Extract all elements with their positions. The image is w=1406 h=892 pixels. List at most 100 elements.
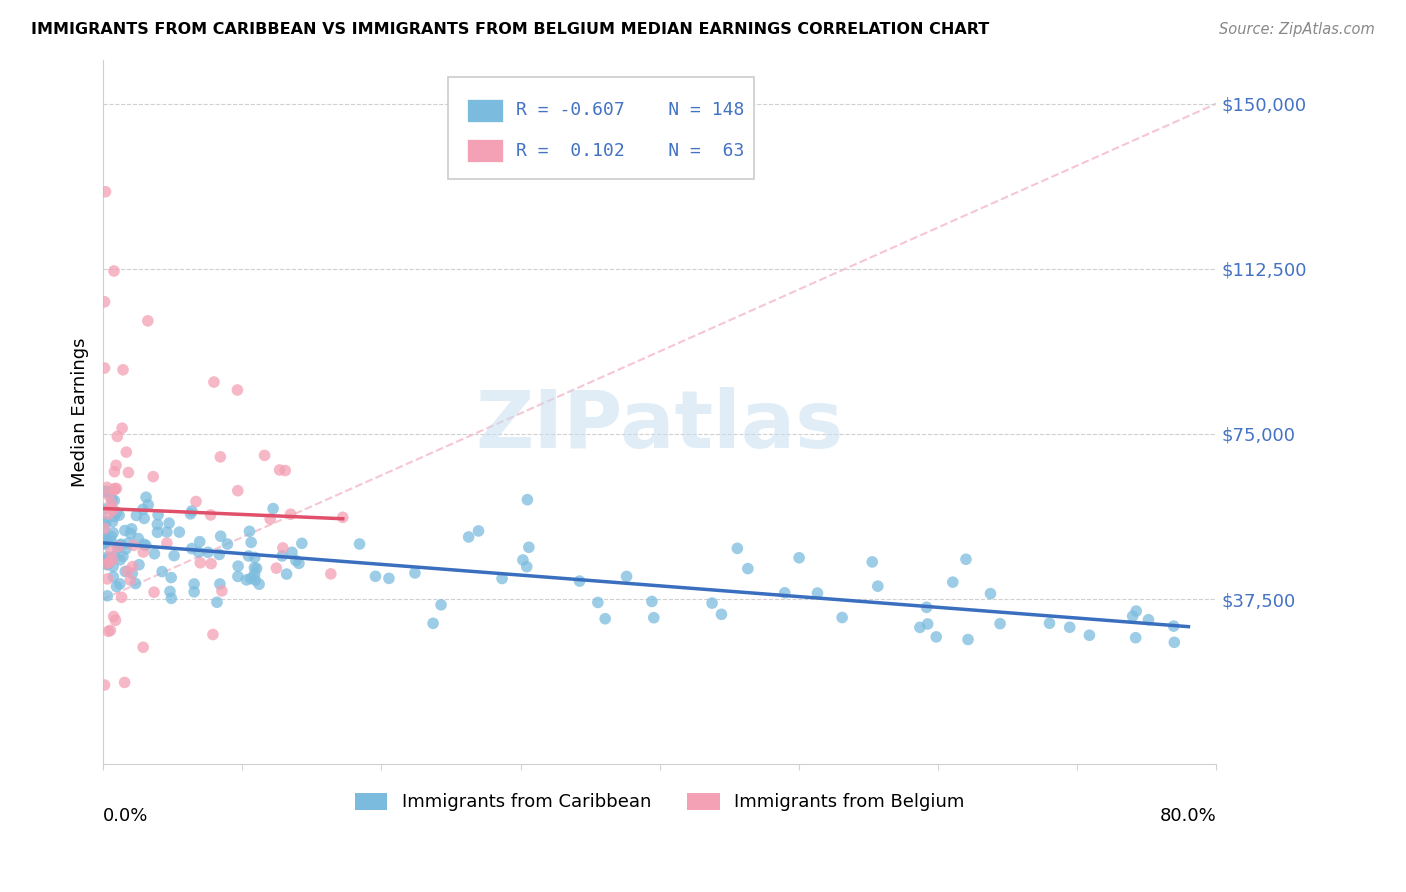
Point xyxy=(245,573,267,587)
Point xyxy=(94,516,117,530)
Point xyxy=(100,529,122,543)
Point xyxy=(93,525,115,540)
Point xyxy=(1125,604,1147,618)
Point xyxy=(831,610,853,624)
Point xyxy=(925,630,948,644)
Point xyxy=(240,535,263,549)
Point xyxy=(200,557,222,571)
Point xyxy=(108,577,131,591)
Point xyxy=(188,556,211,570)
Point xyxy=(134,511,156,525)
Point xyxy=(955,552,977,566)
Point xyxy=(616,569,638,583)
Point xyxy=(226,483,249,498)
Point xyxy=(1125,631,1147,645)
Point xyxy=(866,579,889,593)
Point xyxy=(142,469,165,483)
Point xyxy=(93,522,115,536)
Point xyxy=(93,514,115,528)
Point xyxy=(100,500,122,515)
Point xyxy=(103,609,125,624)
Point xyxy=(209,450,232,464)
Point xyxy=(1163,635,1185,649)
Point xyxy=(725,541,748,556)
Point xyxy=(146,517,169,532)
Point xyxy=(101,559,124,574)
Point xyxy=(101,551,124,566)
Point xyxy=(117,564,139,578)
Point xyxy=(111,363,134,377)
Point xyxy=(163,549,186,563)
Point xyxy=(97,488,120,502)
Point xyxy=(159,584,181,599)
Point xyxy=(93,678,115,692)
Point xyxy=(430,598,453,612)
Point xyxy=(121,566,143,581)
Point xyxy=(806,586,828,600)
Point xyxy=(700,596,723,610)
FancyBboxPatch shape xyxy=(467,139,503,161)
Point xyxy=(98,555,121,569)
Point xyxy=(288,557,311,571)
Point xyxy=(120,526,142,541)
Point xyxy=(710,607,733,622)
Point xyxy=(180,541,202,556)
Point xyxy=(125,508,148,523)
Point xyxy=(111,421,134,435)
Point xyxy=(143,547,166,561)
Point xyxy=(491,572,513,586)
Point xyxy=(205,595,228,609)
Point xyxy=(108,538,131,552)
Point xyxy=(586,595,609,609)
Point xyxy=(737,561,759,575)
Text: 80.0%: 80.0% xyxy=(1160,806,1216,824)
Point xyxy=(105,505,128,519)
Point xyxy=(243,550,266,565)
Point xyxy=(96,589,118,603)
Text: R =  0.102    N =  63: R = 0.102 N = 63 xyxy=(516,142,745,160)
Point xyxy=(404,566,426,580)
Point xyxy=(124,576,146,591)
Point xyxy=(136,498,159,512)
Point xyxy=(117,466,139,480)
Point xyxy=(280,507,302,521)
Point xyxy=(110,537,132,551)
Text: 0.0%: 0.0% xyxy=(103,806,149,824)
Point xyxy=(593,612,616,626)
Point xyxy=(103,465,125,479)
Point xyxy=(243,567,266,582)
Point xyxy=(104,483,127,497)
Point xyxy=(211,583,233,598)
Point xyxy=(1078,628,1101,642)
Point xyxy=(253,449,276,463)
Point xyxy=(226,559,249,574)
FancyBboxPatch shape xyxy=(467,99,503,121)
Point xyxy=(104,482,127,496)
Point xyxy=(121,559,143,574)
Point xyxy=(132,640,155,655)
Legend: Immigrants from Caribbean, Immigrants from Belgium: Immigrants from Caribbean, Immigrants fr… xyxy=(347,786,972,819)
Point xyxy=(160,570,183,584)
Point xyxy=(271,541,294,555)
Point xyxy=(364,569,387,583)
Point xyxy=(127,532,149,546)
Point xyxy=(243,560,266,574)
Point xyxy=(908,620,931,634)
Point xyxy=(208,548,231,562)
Point xyxy=(108,553,131,567)
Text: R = -0.607    N = 148: R = -0.607 N = 148 xyxy=(516,102,745,120)
Point xyxy=(238,524,260,539)
Point xyxy=(96,557,118,571)
Point xyxy=(114,675,136,690)
Point xyxy=(101,492,124,507)
Point xyxy=(202,375,225,389)
Point xyxy=(100,624,122,638)
Point xyxy=(957,632,980,647)
Point xyxy=(93,502,115,516)
Point xyxy=(104,613,127,627)
Point xyxy=(184,494,207,508)
Point xyxy=(160,591,183,606)
Point xyxy=(641,594,664,608)
Point xyxy=(915,600,938,615)
Point xyxy=(96,484,118,499)
